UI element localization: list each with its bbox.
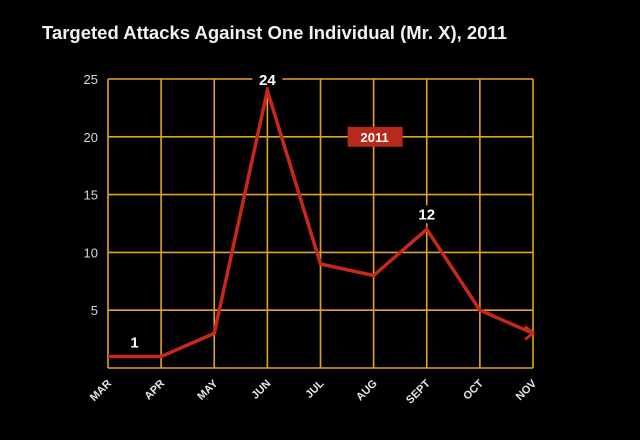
arrowhead-icon (524, 325, 536, 341)
y-tick-label: 10 (84, 245, 98, 260)
y-tick-label: 25 (84, 72, 98, 87)
data-label: 24 (259, 72, 276, 89)
x-tick-label: JUL (303, 377, 326, 400)
annotation-bg (414, 205, 439, 224)
x-tick-label: APR (142, 378, 167, 403)
annotation-bg (252, 69, 283, 87)
x-tick-label: OCT (461, 377, 486, 402)
data-label: 12 (418, 206, 435, 223)
data-label: 1 (130, 334, 138, 351)
legend-box (347, 126, 403, 147)
y-tick-label: 20 (84, 130, 98, 145)
y-tick-label: 5 (91, 303, 98, 318)
x-tick-label: MAY (195, 377, 221, 403)
x-tick-label: JUN (249, 378, 273, 402)
x-tick-label: NOV (514, 377, 540, 403)
y-tick-label: 15 (84, 188, 98, 203)
x-tick-label: MAR (88, 378, 114, 404)
chart-title: Targeted Attacks Against One Individual … (42, 22, 508, 43)
legend-label: 2011 (361, 130, 389, 145)
x-tick-label: SEPT (404, 377, 433, 406)
x-tick-label: AUG (354, 378, 380, 404)
